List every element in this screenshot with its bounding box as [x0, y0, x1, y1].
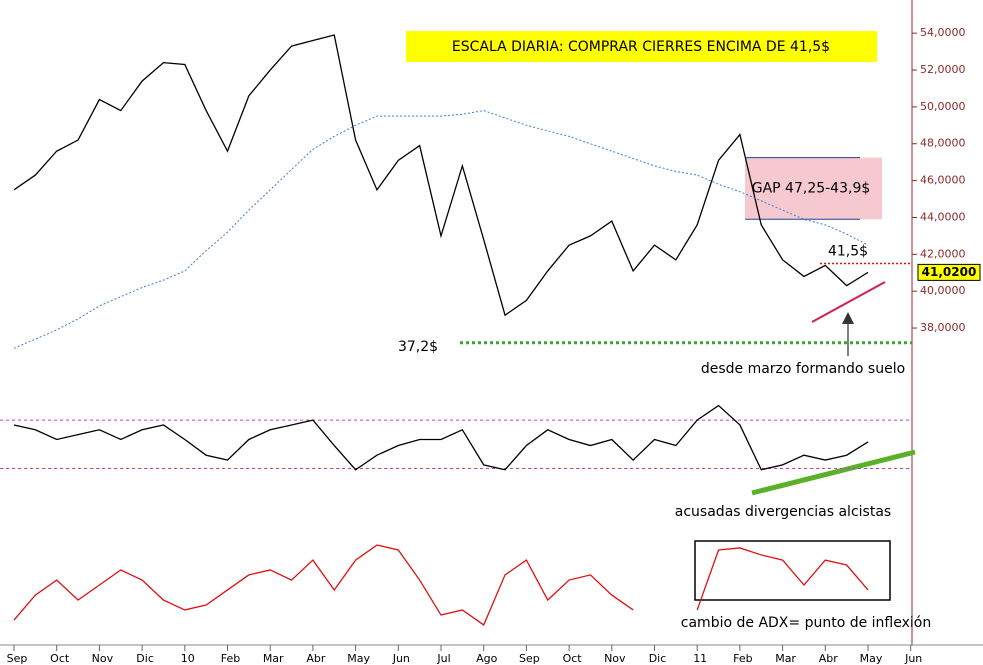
series-line — [13, 404, 869, 471]
x-tick-label: Jun — [904, 652, 922, 665]
trend-line — [811, 281, 886, 323]
y-tick-label: 44,0000 — [920, 210, 966, 223]
title-box — [406, 31, 877, 62]
x-tick-label: 11 — [693, 652, 707, 665]
x-tick-label: Feb — [221, 652, 240, 665]
gap-label: GAP 47,25-43,9$ — [752, 180, 871, 196]
x-tick-label: Dic — [136, 652, 154, 665]
x-tick-label: May — [347, 652, 370, 665]
y-tick-label: 46,0000 — [920, 174, 966, 187]
chart-title: ESCALA DIARIA: COMPRAR CIERRES ENCIMA DE… — [452, 39, 830, 55]
y-tick-label: 52,0000 — [920, 63, 966, 76]
x-tick-label: Abr — [306, 652, 326, 665]
x-tick-label: May — [860, 652, 883, 665]
x-tick-label: Jun — [392, 652, 410, 665]
last-price-label: 41,0200 — [922, 265, 977, 279]
y-tick-label: 54,0000 — [920, 26, 966, 39]
reference-label: 37,2$ — [398, 339, 438, 355]
annotation: desde marzo formando suelo — [701, 361, 905, 377]
divergence-line — [751, 449, 916, 496]
arrow-head — [842, 312, 854, 324]
last-price-box — [917, 263, 981, 281]
annotation: cambio de ADX= punto de inflexión — [681, 615, 931, 631]
reference-label: 41,5$ — [828, 244, 868, 260]
series-line — [13, 34, 869, 317]
x-tick-label: Sep — [519, 652, 540, 665]
x-tick-label: Dic — [649, 652, 667, 665]
adx-box — [694, 540, 891, 601]
x-tick-label: Oct — [563, 652, 583, 665]
x-tick-label: Abr — [819, 652, 839, 665]
y-tick-label: 48,0000 — [920, 137, 966, 150]
x-tick-label: Jul — [436, 652, 450, 665]
y-tick-label: 50,0000 — [920, 100, 966, 113]
x-tick-label: Mar — [263, 652, 284, 665]
x-tick-label: Oct — [50, 652, 70, 665]
y-tick-label: 38,0000 — [920, 321, 966, 334]
x-tick-label: Ago — [476, 652, 498, 665]
x-tick-label: Nov — [92, 652, 114, 665]
series-line — [13, 544, 634, 626]
x-tick-label: Sep — [7, 652, 28, 665]
annotation: acusadas divergencias alcistas — [675, 504, 891, 520]
x-tick-label: 10 — [181, 652, 195, 665]
gap-zone — [745, 157, 882, 220]
y-tick-label: 40,0000 — [920, 284, 966, 297]
series-line — [696, 547, 869, 611]
series-line — [13, 110, 869, 349]
y-tick-label: 42,0000 — [920, 247, 966, 260]
x-tick-label: Nov — [604, 652, 626, 665]
x-tick-label: Mar — [775, 652, 796, 665]
x-tick-label: Feb — [733, 652, 752, 665]
